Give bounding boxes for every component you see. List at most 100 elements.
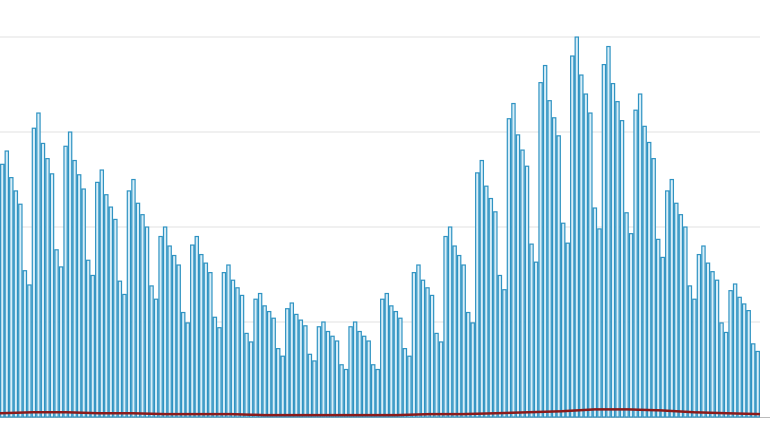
bar (438, 341, 444, 418)
bar (149, 285, 154, 418)
bar (407, 355, 412, 418)
bar (393, 310, 399, 418)
bar (646, 141, 652, 418)
bar (357, 330, 362, 418)
bar (339, 364, 344, 418)
bar (221, 272, 227, 418)
bar (76, 174, 82, 418)
bar (144, 226, 150, 418)
bar (687, 285, 693, 418)
bar (180, 311, 186, 418)
bar (244, 332, 249, 418)
bar (456, 254, 462, 418)
bar (556, 135, 561, 418)
line (0, 408, 761, 417)
bar (570, 55, 575, 418)
bar (325, 330, 331, 418)
bar (502, 289, 507, 418)
bar (131, 178, 136, 418)
bar (642, 125, 647, 418)
bar (153, 298, 159, 418)
bar (723, 331, 729, 418)
bar (746, 310, 751, 418)
bar (45, 158, 50, 418)
bar (348, 326, 353, 418)
bar (239, 294, 245, 418)
bar (126, 190, 132, 418)
bar (49, 173, 55, 418)
bar (524, 165, 530, 418)
bar (750, 343, 756, 418)
bar (615, 101, 620, 418)
bar (497, 274, 503, 418)
bar (416, 264, 421, 418)
bar (610, 82, 616, 418)
bar (655, 238, 661, 418)
bar (208, 272, 213, 418)
bar (67, 131, 73, 418)
bar (294, 313, 299, 418)
bar (99, 169, 105, 418)
bar (674, 202, 679, 418)
bar (533, 261, 539, 418)
bar (434, 332, 439, 418)
bar (425, 287, 430, 418)
bar (253, 298, 258, 418)
bar (624, 212, 629, 418)
bar (515, 134, 521, 418)
bar (122, 293, 127, 418)
bar (370, 364, 376, 418)
bar (31, 127, 37, 418)
bar (719, 322, 724, 418)
bar (90, 274, 95, 418)
bar (538, 82, 543, 418)
bar (85, 259, 91, 418)
bar (402, 348, 408, 418)
bar (484, 185, 489, 418)
bar (235, 287, 240, 418)
bar (176, 264, 181, 418)
bar (741, 303, 747, 418)
bar (701, 245, 706, 418)
bar (583, 93, 589, 418)
bar (361, 335, 367, 418)
bar (226, 264, 231, 418)
bar (375, 368, 380, 418)
bar (547, 100, 552, 418)
bar (411, 272, 417, 418)
bar (601, 63, 607, 418)
bar (316, 326, 322, 418)
bar (506, 118, 512, 418)
bar (266, 310, 272, 418)
bar (628, 233, 634, 418)
bar (330, 335, 335, 418)
bar (461, 264, 466, 418)
bar (4, 150, 10, 418)
bar (140, 214, 145, 418)
bar (384, 292, 390, 418)
bar (606, 45, 611, 418)
bar (203, 262, 209, 418)
bar (194, 235, 200, 418)
bar (212, 316, 218, 418)
bar (683, 226, 688, 418)
bar (36, 112, 41, 418)
bar (380, 298, 385, 418)
bar (58, 266, 64, 418)
bar (135, 202, 141, 418)
bar (27, 284, 32, 418)
bar (352, 321, 358, 418)
bar (579, 74, 584, 418)
bar (22, 270, 28, 418)
bar (171, 254, 177, 418)
bar (678, 214, 684, 418)
bar (479, 159, 485, 418)
bar (475, 172, 480, 418)
bar (728, 290, 733, 418)
bar (710, 271, 715, 418)
bar (755, 350, 760, 418)
bar (493, 211, 498, 418)
bar (307, 353, 313, 418)
bar (289, 302, 295, 418)
bar (18, 203, 23, 418)
